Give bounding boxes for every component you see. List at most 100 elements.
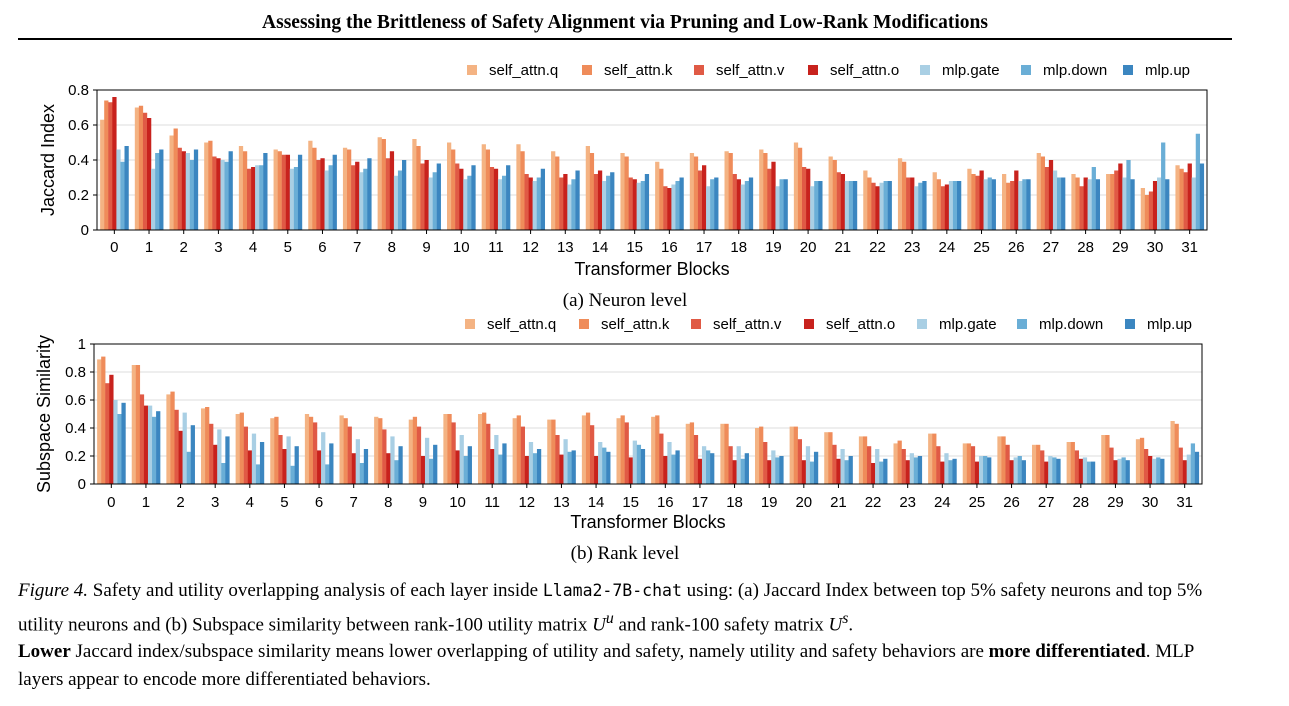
bar [659, 168, 664, 230]
bar [212, 156, 217, 230]
legend-label: self_attn.k [604, 62, 673, 79]
matrix-superscript: u [605, 609, 614, 627]
bar [628, 457, 633, 484]
bar [1125, 460, 1130, 484]
bar [1078, 458, 1084, 484]
bar [571, 179, 576, 230]
x-tick-label: 24 [939, 239, 956, 256]
bar-group [169, 128, 199, 230]
bar [1005, 444, 1010, 484]
bar [177, 147, 182, 230]
bar [697, 170, 703, 230]
bar [436, 163, 441, 230]
bar [316, 160, 321, 230]
bar [139, 394, 145, 484]
x-tick-label: 17 [692, 494, 709, 511]
bar [238, 146, 244, 230]
bar [378, 418, 383, 484]
figure-caption: Figure 4. Safety and utility overlapping… [18, 577, 1234, 693]
percent-value: 5% [970, 580, 996, 601]
bar [610, 172, 615, 230]
bar [1114, 170, 1119, 230]
bar [740, 458, 745, 484]
bar [343, 418, 348, 484]
bar [121, 402, 126, 484]
bar [112, 97, 117, 230]
bar [706, 450, 711, 484]
bar [190, 425, 195, 484]
bar [225, 436, 230, 484]
legend-label: mlp.down [1039, 316, 1103, 333]
bar [147, 118, 152, 230]
legend-entry: mlp.up [1125, 316, 1192, 333]
bar [490, 449, 495, 484]
bar [1010, 181, 1015, 230]
bar [471, 165, 476, 230]
bar [402, 160, 407, 230]
caption-text: using: (a) Jaccard Index between top [681, 580, 971, 601]
bar [563, 439, 568, 484]
bar [848, 456, 853, 484]
bar [547, 419, 552, 484]
bar-group [824, 432, 853, 484]
bar [142, 112, 148, 230]
bar [1139, 437, 1145, 484]
bar [1110, 174, 1115, 230]
bar-group [131, 365, 161, 484]
legend-entry: mlp.up [1123, 62, 1190, 79]
bar [286, 436, 291, 484]
bar [620, 153, 625, 230]
bar [1117, 458, 1122, 484]
x-tick-label: 28 [1072, 494, 1089, 511]
bar-group [547, 419, 576, 484]
page-header: Assessing the Brittleness of Safety Alig… [18, 8, 1232, 40]
bar [516, 415, 521, 484]
bar [385, 158, 391, 230]
x-axis-label: Transformer Blocks [574, 259, 729, 279]
matrix-superscript: s [842, 609, 849, 627]
bar [312, 422, 318, 484]
bar [289, 168, 295, 230]
bar [810, 186, 815, 230]
bar-group [962, 443, 992, 484]
bar [1160, 458, 1165, 484]
bar [693, 435, 699, 484]
model-name: Llama2-7B-chat [542, 581, 682, 600]
bar [243, 426, 248, 484]
bar-group [997, 436, 1026, 484]
bar [217, 429, 222, 484]
bar [624, 422, 629, 484]
bar [1186, 454, 1191, 484]
bar [1021, 460, 1026, 484]
bar [363, 449, 369, 484]
emphasis-text: more differentiated [988, 641, 1146, 663]
y-tick-label: 0.8 [68, 82, 89, 99]
x-tick-label: 21 [834, 239, 851, 256]
x-tick-label: 14 [588, 494, 605, 511]
bar [325, 464, 330, 484]
x-tick-label: 25 [973, 239, 990, 256]
legend-label: self_attn.o [830, 62, 899, 79]
bar [1106, 174, 1111, 230]
bar [1156, 457, 1161, 484]
bar [416, 146, 421, 230]
bar [1174, 423, 1179, 484]
x-axis-label: Transformer Blocks [570, 512, 725, 532]
bar [108, 102, 113, 230]
x-tick-label: 27 [1043, 239, 1060, 256]
bar [879, 182, 884, 230]
bar [1144, 195, 1150, 230]
bar [1066, 442, 1071, 484]
bar [185, 153, 191, 230]
bar [247, 168, 252, 230]
bar [482, 412, 487, 484]
bar [282, 449, 287, 484]
bar [393, 175, 399, 230]
bar [497, 179, 503, 230]
legend-label: self_attn.q [489, 62, 558, 79]
bar [1061, 177, 1066, 230]
bar [1040, 450, 1045, 484]
bar [134, 107, 140, 230]
bar-group [551, 151, 580, 230]
bar [1175, 165, 1180, 230]
